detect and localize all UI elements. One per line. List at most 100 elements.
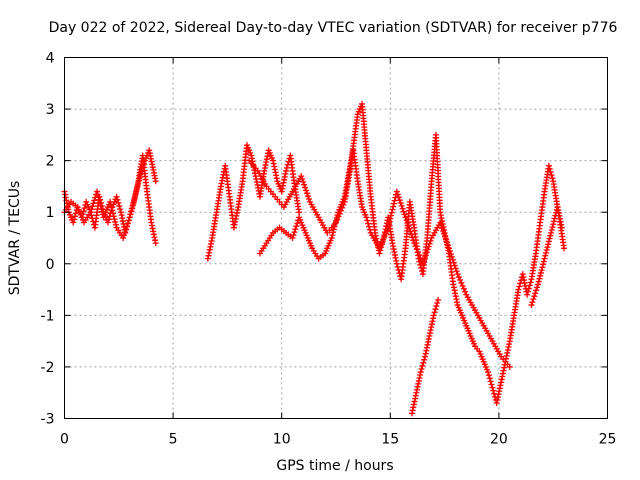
data-point (98, 205, 105, 212)
data-point (460, 285, 467, 292)
data-point (440, 228, 447, 235)
data-point (545, 238, 552, 245)
data-point (430, 312, 437, 319)
data-point (387, 215, 394, 222)
data-point (364, 217, 371, 224)
y-tick-label: 2 (46, 154, 55, 170)
data-point (544, 244, 551, 251)
data-point (452, 265, 459, 272)
data-point (446, 248, 453, 255)
data-point (403, 217, 410, 224)
data-point (425, 243, 432, 250)
data-point (400, 208, 407, 215)
data-point (385, 221, 392, 228)
data-point (376, 245, 383, 252)
data-point (542, 249, 549, 256)
data-point (110, 210, 117, 217)
data-point (529, 299, 536, 306)
data-point (107, 201, 114, 208)
data-point (388, 209, 395, 216)
data-point (412, 243, 419, 250)
data-point (395, 194, 402, 201)
data-point (128, 208, 135, 215)
data-point (534, 281, 541, 288)
data-point (526, 282, 533, 289)
data-point (525, 285, 532, 292)
data-point (488, 381, 495, 388)
data-point (113, 193, 120, 200)
data-point (548, 226, 555, 233)
data-point (420, 257, 427, 264)
data-point (386, 218, 393, 225)
data-point (94, 191, 101, 198)
y-axis-label: SDTVAR / TECUs (7, 181, 23, 296)
data-point (299, 175, 306, 182)
data-point (532, 290, 539, 297)
data-point (128, 205, 135, 212)
data-point (546, 165, 553, 172)
data-point (547, 232, 554, 239)
data-point (414, 248, 421, 255)
data-point (485, 369, 492, 376)
data-point (547, 168, 554, 175)
x-tick-label: 10 (273, 432, 291, 448)
data-point (390, 200, 397, 207)
data-point (549, 224, 556, 231)
data-point (462, 288, 469, 295)
data-point (409, 234, 416, 241)
data-point (485, 372, 492, 379)
data-point (134, 182, 141, 189)
data-point (445, 245, 452, 252)
data-point (135, 179, 142, 186)
data-point (528, 302, 535, 309)
data-point (116, 203, 123, 210)
data-point (111, 216, 118, 223)
data-point (389, 206, 396, 213)
y-tick-labels: -3 -2 -1 0 1 2 3 4 (41, 51, 55, 428)
x-tick-labels: 0 5 10 15 20 25 (60, 432, 616, 448)
data-point (549, 175, 556, 182)
x-axis-label: GPS time / hours (276, 458, 393, 474)
data-point (385, 224, 392, 231)
data-point (120, 235, 127, 241)
data-point (71, 213, 78, 220)
data-point (104, 219, 111, 226)
data-point (72, 210, 79, 217)
data-point (486, 375, 493, 382)
data-point (487, 378, 494, 385)
data-point (404, 220, 411, 227)
data-point (545, 241, 552, 248)
data-point (328, 235, 335, 241)
data-point (442, 233, 449, 240)
data-point (444, 239, 451, 246)
data-point (283, 167, 290, 174)
y-tick-label: 1 (46, 205, 55, 221)
y-tick-label: -1 (41, 308, 55, 324)
data-point (124, 220, 131, 227)
data-point (112, 218, 119, 225)
data-point (127, 211, 134, 218)
data-point (105, 216, 112, 223)
y-tick-label: 4 (46, 51, 55, 67)
data-point (437, 219, 444, 226)
data-point (394, 191, 401, 198)
data-point (137, 171, 144, 178)
data-point (393, 188, 400, 195)
y-tick-label: -2 (41, 360, 55, 376)
data-point (87, 209, 94, 216)
data-point (131, 197, 138, 204)
data-point (330, 229, 337, 236)
data-point (454, 271, 461, 278)
data-point (435, 296, 442, 303)
data-point (535, 278, 542, 285)
data-point (489, 384, 496, 391)
data-point (427, 237, 434, 244)
data-point (121, 232, 128, 239)
data-point (537, 272, 544, 279)
data-point (530, 296, 537, 303)
data-point (117, 206, 124, 213)
data-point (122, 226, 129, 233)
data-point (293, 223, 300, 230)
data-point (455, 274, 462, 281)
